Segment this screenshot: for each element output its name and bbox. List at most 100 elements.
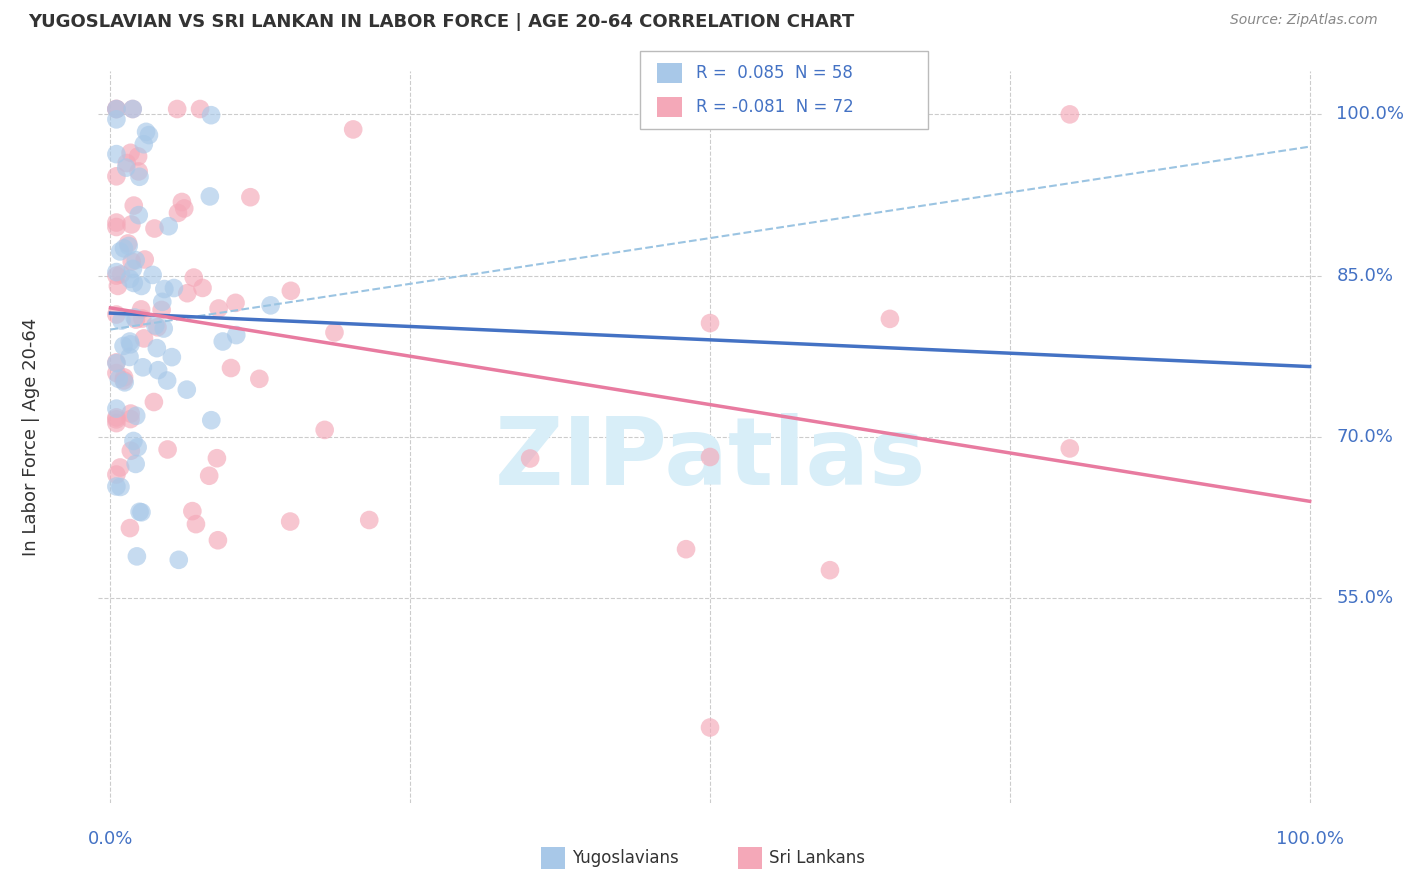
Point xyxy=(188,102,211,116)
Point xyxy=(167,553,190,567)
Point xyxy=(110,313,132,327)
Point xyxy=(1059,442,1081,456)
Point xyxy=(181,504,204,518)
Text: Source: ZipAtlas.com: Source: ZipAtlas.com xyxy=(1230,13,1378,28)
Point xyxy=(205,451,228,466)
Point xyxy=(129,302,152,317)
Point xyxy=(107,372,129,386)
Point xyxy=(225,296,247,310)
Point xyxy=(131,279,153,293)
Point xyxy=(127,440,149,454)
Point xyxy=(200,413,222,427)
Point xyxy=(125,409,148,423)
Point xyxy=(198,468,221,483)
Point xyxy=(125,549,148,564)
Point xyxy=(152,321,174,335)
Point xyxy=(519,451,541,466)
Point xyxy=(145,318,167,333)
Point xyxy=(122,198,145,212)
Point xyxy=(105,355,128,369)
Point xyxy=(138,128,160,142)
Point xyxy=(280,284,302,298)
Point xyxy=(132,331,155,345)
Text: Yugoslavians: Yugoslavians xyxy=(572,849,679,867)
Point xyxy=(150,302,173,317)
Point xyxy=(132,137,155,152)
Point xyxy=(143,221,166,235)
Point xyxy=(118,334,141,349)
Text: In Labor Force | Age 20-64: In Labor Force | Age 20-64 xyxy=(22,318,41,557)
Point xyxy=(153,282,176,296)
Point xyxy=(128,505,150,519)
Point xyxy=(314,423,336,437)
Point xyxy=(239,190,262,204)
Point xyxy=(200,108,222,122)
Point xyxy=(207,533,229,548)
Point xyxy=(132,360,155,375)
Point xyxy=(121,102,143,116)
Point xyxy=(122,434,145,448)
Point xyxy=(183,270,205,285)
Text: 85.0%: 85.0% xyxy=(1336,267,1393,285)
Text: Sri Lankans: Sri Lankans xyxy=(769,849,865,867)
Point xyxy=(120,337,142,351)
Point xyxy=(219,361,242,376)
Point xyxy=(135,125,157,139)
Point xyxy=(110,268,132,282)
Point xyxy=(120,218,142,232)
Point xyxy=(105,219,128,234)
Point xyxy=(122,276,145,290)
Point xyxy=(118,272,141,286)
Point xyxy=(115,161,138,175)
Point xyxy=(124,457,146,471)
Point xyxy=(105,169,128,184)
Point xyxy=(121,254,143,268)
Point xyxy=(122,261,145,276)
Point xyxy=(128,164,150,178)
Point xyxy=(105,265,128,279)
Point xyxy=(128,208,150,222)
Point xyxy=(167,206,190,220)
Point xyxy=(879,311,901,326)
Point xyxy=(146,320,169,334)
Text: R =  0.085  N = 58: R = 0.085 N = 58 xyxy=(696,64,853,82)
Point xyxy=(105,366,128,380)
Point xyxy=(120,443,142,458)
Point xyxy=(156,374,179,388)
Point xyxy=(115,156,138,170)
Point xyxy=(170,194,193,209)
Text: 70.0%: 70.0% xyxy=(1336,428,1393,446)
Point xyxy=(105,467,128,482)
Text: YUGOSLAVIAN VS SRI LANKAN IN LABOR FORCE | AGE 20-64 CORRELATION CHART: YUGOSLAVIAN VS SRI LANKAN IN LABOR FORCE… xyxy=(28,13,855,31)
Point xyxy=(198,189,221,203)
Point xyxy=(118,521,141,535)
Point xyxy=(105,102,128,116)
Point xyxy=(120,145,142,160)
Point xyxy=(114,376,136,390)
Text: 55.0%: 55.0% xyxy=(1336,590,1393,607)
Point xyxy=(342,122,364,136)
Point xyxy=(128,169,150,184)
Point xyxy=(1059,107,1081,121)
Point xyxy=(675,542,697,557)
Point xyxy=(278,515,301,529)
Point xyxy=(259,298,281,312)
Text: 100.0%: 100.0% xyxy=(1336,105,1405,123)
Point xyxy=(108,460,131,475)
Point xyxy=(125,312,148,326)
Text: R = -0.081  N = 72: R = -0.081 N = 72 xyxy=(696,98,853,116)
Point xyxy=(118,239,141,253)
Point xyxy=(105,215,128,229)
Point xyxy=(150,294,173,309)
Point xyxy=(146,363,169,377)
Point xyxy=(105,308,128,322)
Point xyxy=(818,563,841,577)
Point xyxy=(142,395,165,409)
Point xyxy=(112,370,135,384)
Point xyxy=(105,102,128,116)
Point xyxy=(125,253,148,268)
Point xyxy=(105,356,128,370)
Point xyxy=(108,244,131,259)
Point xyxy=(160,350,183,364)
Point xyxy=(176,383,198,397)
